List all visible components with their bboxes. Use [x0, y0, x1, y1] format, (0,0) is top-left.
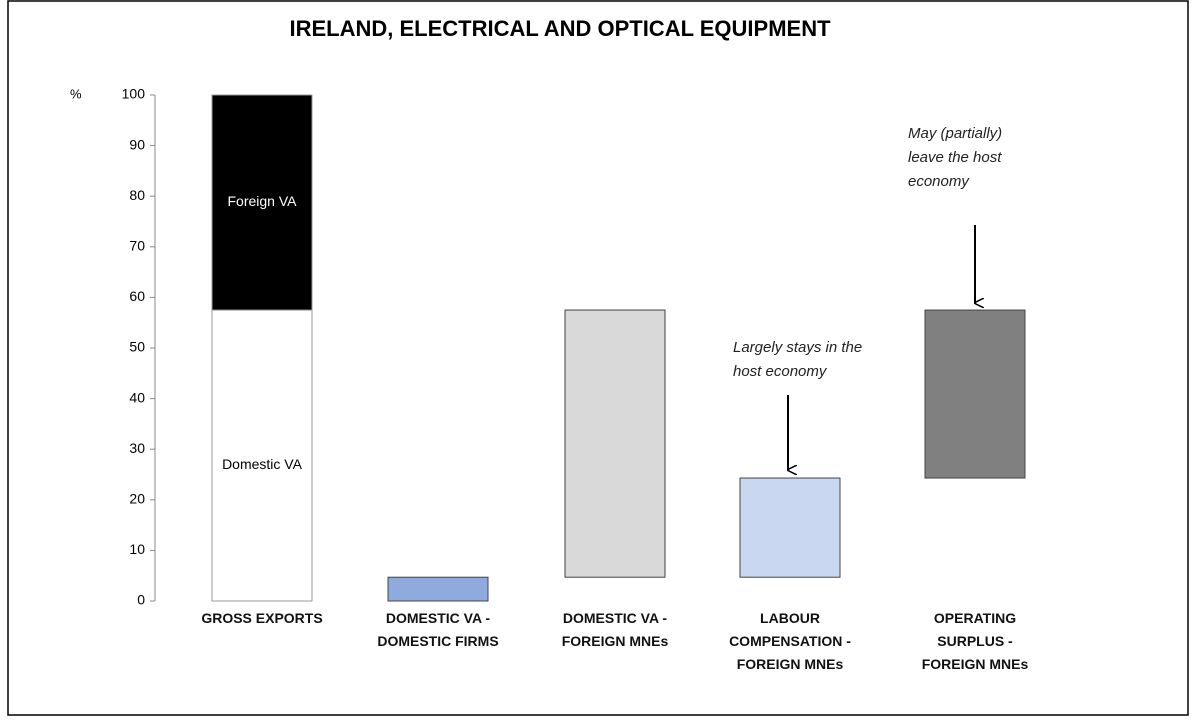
y-axis-label: % [70, 86, 82, 101]
x-tick-label: OPERATING SURPLUS - FOREIGN MNEs [921, 610, 1029, 672]
bar [564, 309, 666, 578]
annotation: Largely stays in the host economy [733, 339, 863, 380]
bar-segment [211, 309, 313, 602]
y-tick-label: 50 [129, 339, 145, 355]
annotation: May (partially) leave the host economy [908, 125, 1003, 190]
y-tick-label: 90 [129, 136, 145, 152]
x-tick-label: DOMESTIC VA - FOREIGN MNEs [561, 610, 669, 649]
y-tick-label: 10 [129, 541, 145, 557]
x-tick-label: DOMESTIC VA - DOMESTIC FIRMS [377, 610, 499, 649]
y-tick-label: 20 [129, 491, 145, 507]
bar-segment [211, 94, 313, 311]
y-tick-label: 70 [129, 238, 145, 254]
x-tick-label: LABOUR COMPENSATION - FOREIGN MNEs [729, 610, 851, 672]
chart-title: IRELAND, ELECTRICAL AND OPTICAL EQUIPMEN… [289, 16, 831, 41]
y-tick-label: 80 [129, 187, 145, 203]
x-tick-label: GROSS EXPORTS [201, 610, 323, 626]
y-tick-label: 100 [122, 86, 146, 102]
y-tick-label: 30 [129, 440, 145, 456]
segment-label: Domestic VA [222, 456, 303, 472]
bar [387, 576, 489, 602]
y-tick-label: 60 [129, 288, 145, 304]
frame [7, 0, 1189, 716]
segment-label: Foreign VA [228, 193, 298, 209]
bar [924, 309, 1026, 479]
bar [739, 477, 841, 578]
y-tick-label: 40 [129, 389, 145, 405]
y-tick-label: 0 [137, 592, 145, 608]
